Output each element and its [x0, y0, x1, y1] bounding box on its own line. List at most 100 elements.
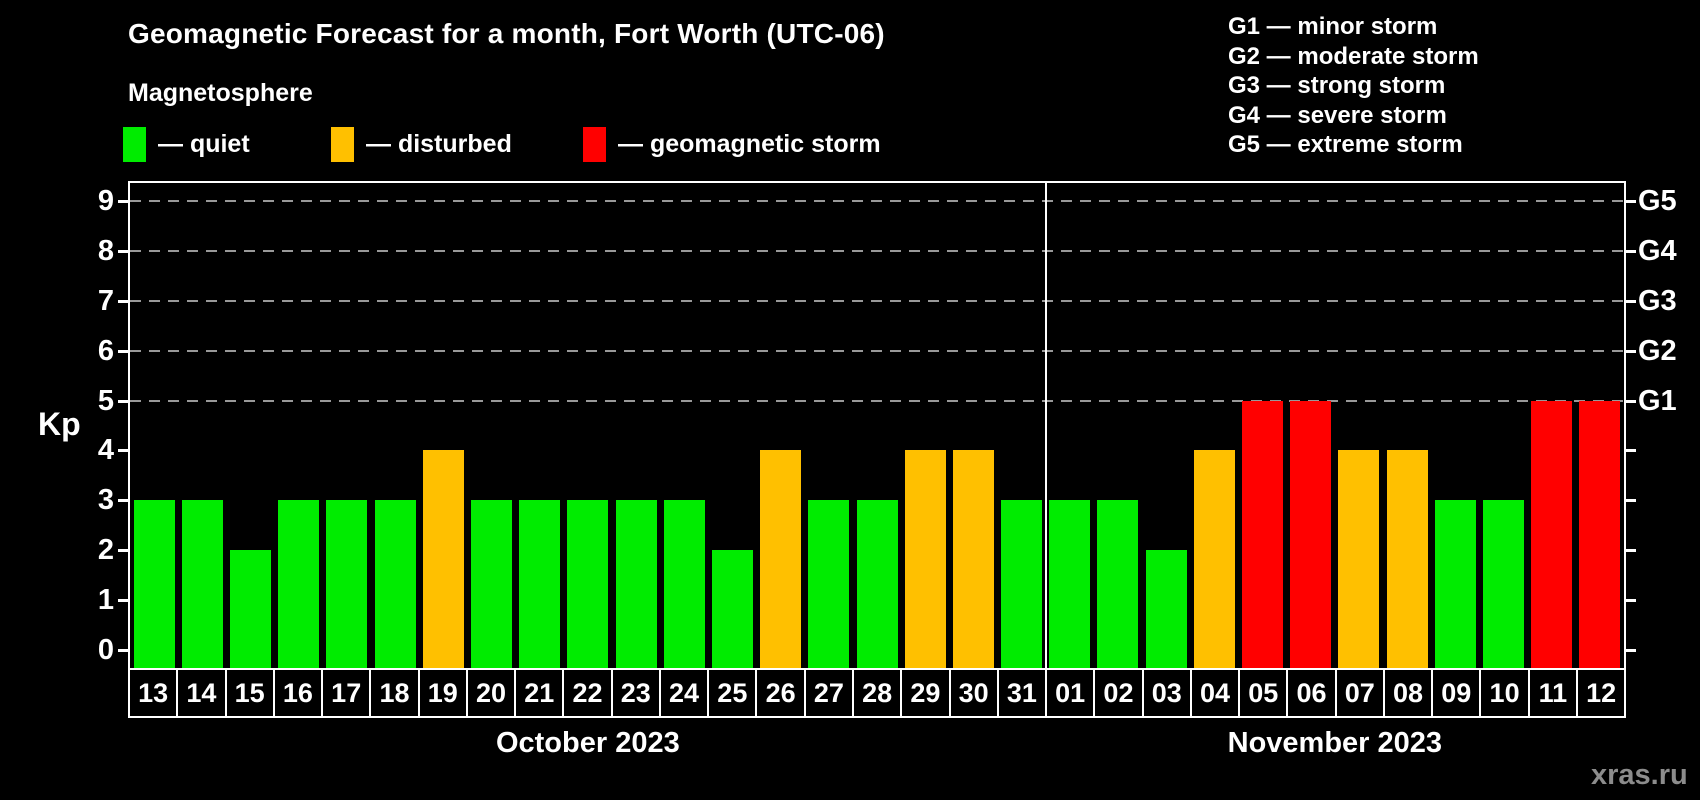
- kp-bar-day-24: [663, 500, 705, 668]
- left-axis-tick: [118, 549, 128, 553]
- kp-bar-day-21: [519, 500, 561, 668]
- kp-bar-day-30: [952, 450, 994, 668]
- kp-gridline-6: [130, 349, 1624, 352]
- kp-bar-day-26: [760, 450, 802, 668]
- kp-bar-day-06: [1290, 400, 1332, 668]
- left-axis-tick: [118, 649, 128, 653]
- month-separator: [1044, 183, 1047, 668]
- day-label-18: 18: [371, 670, 420, 716]
- left-axis-tick: [118, 249, 128, 253]
- g-axis-label-G4: G4: [1638, 234, 1677, 267]
- g5-legend-line: G5 — extreme storm: [1228, 131, 1463, 158]
- day-label-28: 28: [854, 670, 903, 716]
- kp-bar-day-13: [133, 500, 175, 668]
- kp-tick-label-6: 6: [97, 334, 114, 367]
- day-label-05: 05: [1240, 670, 1289, 716]
- kp-bar-day-09: [1434, 500, 1476, 668]
- kp-tick-label-5: 5: [97, 384, 114, 417]
- day-label-22: 22: [564, 670, 613, 716]
- kp-bar-day-22: [567, 500, 609, 668]
- kp-bar-day-11: [1531, 400, 1573, 668]
- kp-bar-day-17: [326, 500, 368, 668]
- kp-bar-day-01: [1049, 500, 1091, 668]
- storm-color-swatch: [583, 126, 606, 162]
- right-axis-tick: [1626, 499, 1636, 503]
- kp-tick-label-1: 1: [97, 584, 114, 617]
- kp-bar-day-02: [1097, 500, 1139, 668]
- kp-gridline-8: [130, 249, 1624, 252]
- left-axis-tick: [118, 449, 128, 453]
- chart-title: Geomagnetic Forecast for a month, Fort W…: [128, 18, 885, 49]
- kp-tick-label-9: 9: [97, 184, 114, 217]
- day-label-15: 15: [227, 670, 275, 716]
- kp-tick-label-4: 4: [97, 434, 114, 467]
- day-label-14: 14: [178, 670, 227, 716]
- kp-bar-day-19: [422, 450, 464, 668]
- kp-bar-day-04: [1193, 450, 1235, 668]
- left-axis-tick: [118, 599, 128, 603]
- month-label-1: November 2023: [1227, 727, 1443, 759]
- legend-label-quiet: — quiet: [158, 129, 250, 158]
- day-label-03: 03: [1144, 670, 1192, 716]
- g4-legend-line: G4 — severe storm: [1228, 101, 1447, 129]
- kp-bar-day-05: [1242, 400, 1284, 668]
- legend-item-disturbed: — disturbed: [331, 126, 512, 162]
- day-label-16: 16: [275, 670, 324, 716]
- day-label-21: 21: [516, 670, 565, 716]
- kp-bar-day-27: [808, 500, 850, 668]
- day-label-01: 01: [1047, 670, 1096, 716]
- kp-bar-day-03: [1145, 550, 1187, 668]
- legend-item-storm: — geomagnetic storm: [583, 126, 881, 162]
- kp-bar-day-16: [278, 500, 320, 668]
- kp-tick-label-0: 0: [97, 634, 114, 667]
- g-axis-label-G1: G1: [1638, 384, 1677, 417]
- kp-bar-day-10: [1483, 500, 1525, 668]
- kp-gridline-7: [130, 299, 1624, 302]
- legend-label-storm: — geomagnetic storm: [618, 129, 881, 158]
- day-axis-row: 13 14 15 16 17 18 19 20 21 22 23 24 25 26 27 28 29 30 31 01…: [128, 668, 1626, 718]
- legend-item-quiet: — quiet: [123, 126, 250, 162]
- g-scale-legend: G1 — minor storm G2 — moderate storm G3 …: [1228, 12, 1479, 160]
- right-axis-tick: [1626, 449, 1636, 453]
- kp-bar-day-07: [1338, 450, 1380, 668]
- day-label-07: 07: [1337, 670, 1385, 716]
- day-label-11: 11: [1530, 670, 1578, 716]
- left-axis-tick: [118, 299, 128, 303]
- day-label-17: 17: [323, 670, 372, 716]
- disturbed-color-swatch: [331, 126, 354, 162]
- day-label-30: 30: [951, 670, 999, 716]
- month-label-0: October 2023: [495, 727, 680, 759]
- left-axis-tick: [118, 199, 128, 203]
- left-axis-tick: [118, 499, 128, 503]
- y-axis-title: Kp: [38, 406, 81, 442]
- g-axis-label-G3: G3: [1638, 284, 1677, 317]
- kp-bar-day-25: [711, 550, 753, 668]
- day-label-19: 19: [420, 670, 468, 716]
- g3-legend-line: G3 — strong storm: [1228, 72, 1446, 99]
- kp-bar-day-29: [904, 450, 946, 668]
- kp-bar-day-20: [470, 500, 512, 668]
- right-axis-tick: [1626, 599, 1636, 603]
- g-axis-label-G5: G5: [1638, 184, 1677, 217]
- day-label-06: 06: [1288, 670, 1337, 716]
- right-axis-tick: [1626, 549, 1636, 553]
- watermark: xras.ru: [1591, 759, 1688, 791]
- day-label-24: 24: [661, 670, 710, 716]
- right-axis-tick: [1626, 249, 1636, 253]
- right-axis-tick: [1626, 349, 1636, 353]
- g2-legend-line: G2 — moderate storm: [1228, 42, 1479, 70]
- kp-bar-day-23: [615, 500, 657, 668]
- day-label-13: 13: [130, 670, 179, 716]
- right-axis-tick: [1626, 199, 1636, 203]
- kp-bar-day-31: [1001, 500, 1043, 668]
- g-axis-label-G2: G2: [1638, 334, 1677, 367]
- kp-tick-label-2: 2: [97, 534, 114, 567]
- day-label-09: 09: [1433, 670, 1482, 716]
- day-label-10: 10: [1481, 670, 1530, 716]
- day-label-08: 08: [1385, 670, 1434, 716]
- right-axis-tick: [1626, 399, 1636, 403]
- kp-bar-day-12: [1579, 400, 1621, 668]
- right-axis-tick: [1626, 299, 1636, 303]
- day-label-25: 25: [709, 670, 758, 716]
